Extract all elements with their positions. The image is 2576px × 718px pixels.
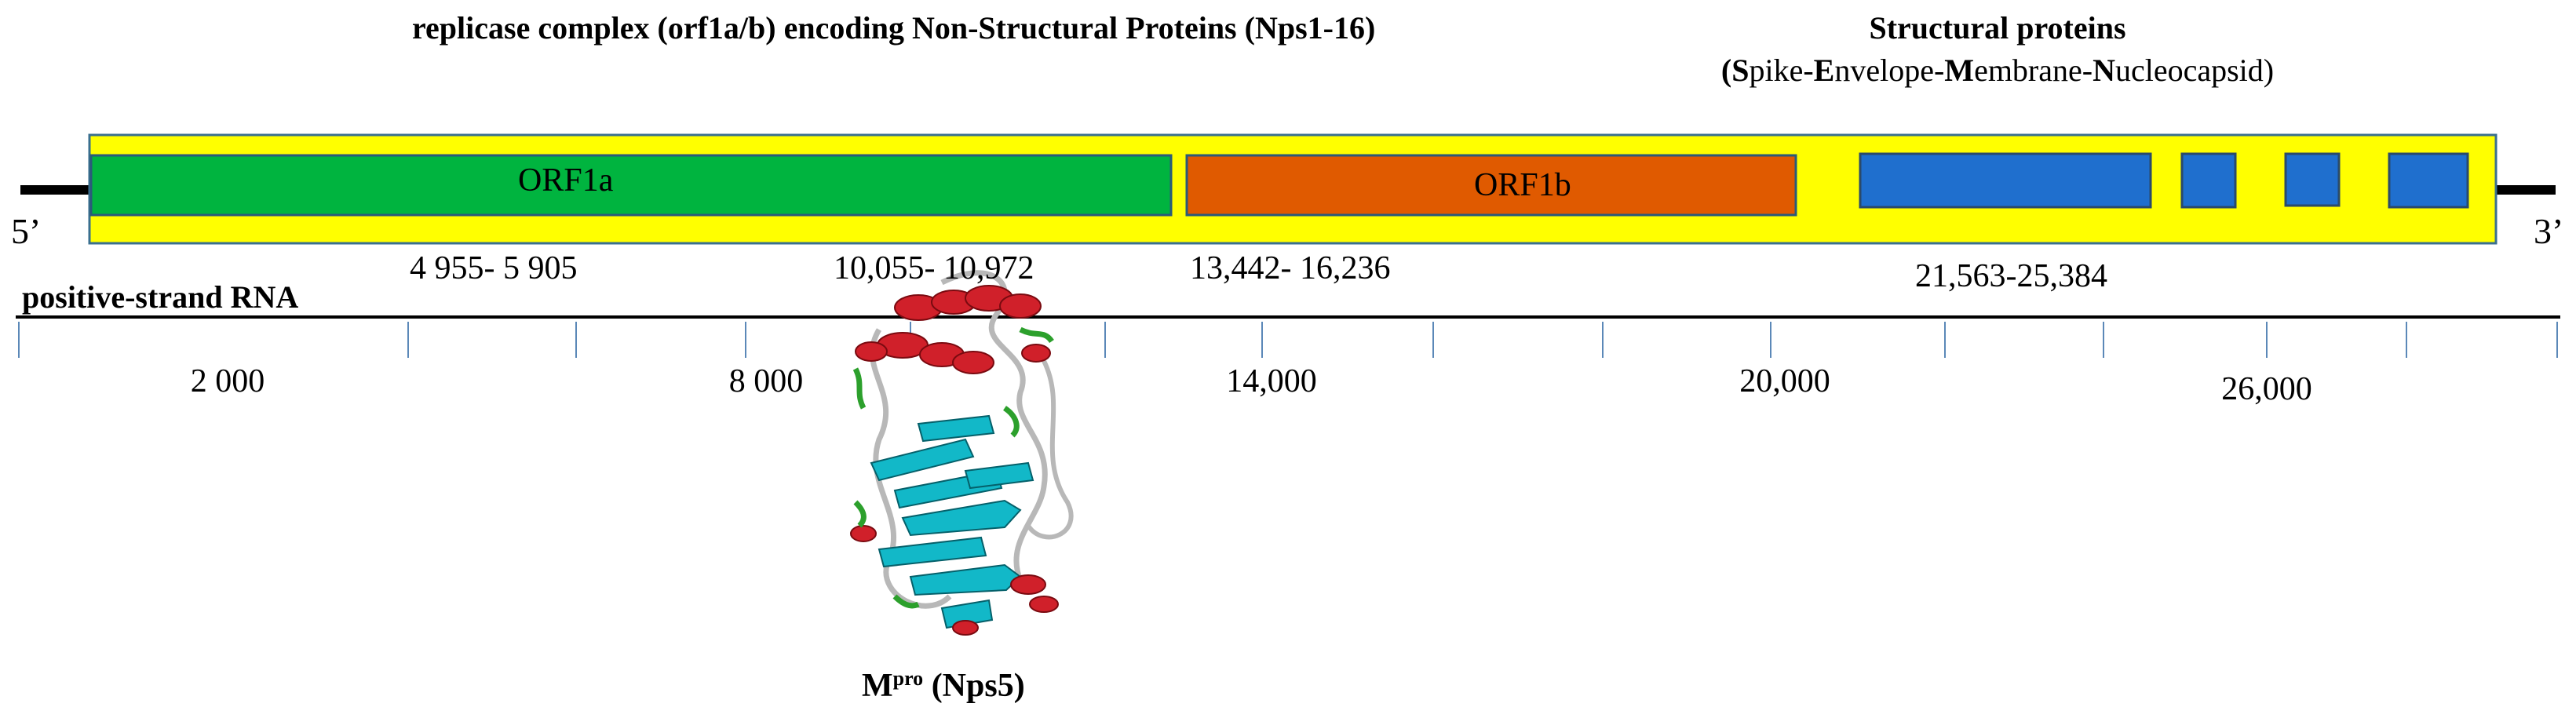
structural-protein-box-spike xyxy=(1859,152,2152,209)
structural-protein-box-envelope xyxy=(2180,152,2237,209)
rna-stub-5prime xyxy=(20,185,91,195)
structural-header: Structural proteins xyxy=(1869,10,2126,46)
mpro-label: Mpro (Nps5) xyxy=(862,667,1025,705)
structural-subheader: (Spike-Envelope-Membrane-Nucleocapsid) xyxy=(1721,52,2274,89)
mpro-label-main: M xyxy=(862,668,893,704)
five-prime-end-label: 5’ xyxy=(11,211,42,251)
structural-subheader-part: nvelope- xyxy=(1834,53,1945,88)
range-label: 21,563-25,384 xyxy=(1915,258,2107,294)
mpro-label-superscript: pro xyxy=(892,667,924,690)
nonstructural-header: replicase complex (orf1a/b) encoding Non… xyxy=(412,10,1376,46)
axis-tick-label: 14,000 xyxy=(1226,363,1317,399)
structural-subheader-part: embrane- xyxy=(1974,53,2093,88)
orf1b-label: ORF1b xyxy=(1474,167,1571,203)
rna-stub-3prime xyxy=(2496,185,2556,195)
structural-subheader-part: ( xyxy=(1720,53,1732,88)
structural-subheader-part: ucleocapsid) xyxy=(2114,53,2275,88)
orf1a-box xyxy=(89,154,1173,217)
axis-tick-label: 20,000 xyxy=(1739,363,1830,399)
structural-subheader-part: E xyxy=(1813,53,1835,88)
structural-subheader-part: S xyxy=(1731,53,1750,88)
axis-tick-label: 26,000 xyxy=(2221,371,2312,407)
axis-tick-label: 2 000 xyxy=(190,363,265,399)
structural-subheader-part: pike- xyxy=(1749,53,1814,88)
range-label: 10,055- 10,972 xyxy=(834,250,1034,286)
structural-protein-box-membrane xyxy=(2284,152,2341,207)
axis-tick-label: 8 000 xyxy=(728,363,804,399)
structural-subheader-part: M xyxy=(1944,53,1975,88)
orf1a-label: ORF1a xyxy=(518,162,614,199)
strand-label: positive-strand RNA xyxy=(22,279,299,315)
range-label: 4 955- 5 905 xyxy=(410,250,578,286)
orf1b-box xyxy=(1185,154,1797,217)
mpro-protein-structure xyxy=(850,270,1074,636)
structural-protein-box-nucleocapsid xyxy=(2388,152,2469,209)
three-prime-end-label: 3’ xyxy=(2534,211,2564,251)
axis-ticks xyxy=(18,322,2558,358)
mpro-label-rest: (Nps5) xyxy=(923,668,1025,704)
range-label: 13,442- 16,236 xyxy=(1190,250,1391,286)
structural-subheader-part: N xyxy=(2093,53,2115,88)
